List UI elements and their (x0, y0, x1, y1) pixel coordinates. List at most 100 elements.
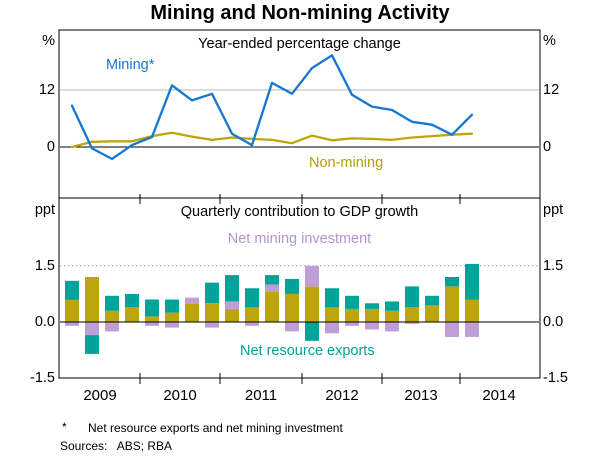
x-label-2014: 2014 (482, 387, 516, 404)
bar-segment-net_mining_investment (385, 322, 399, 332)
bar-segment-net_resource_exports (145, 299, 159, 317)
footnote-marker: * (62, 420, 67, 434)
bar-segment-net_mining_investment (325, 322, 339, 334)
y-tick-neg1-5-left: -1.5 (30, 370, 55, 386)
bar-segment-net_mining_investment (445, 322, 459, 337)
y-tick-0-left: 0 (46, 139, 55, 155)
line-mining_line (70, 54, 474, 161)
bar-segment-net_mining_investment (85, 322, 99, 336)
non-mining-series-label: Non-mining (309, 155, 384, 171)
y-tick-0-0-right: 0.0 (543, 314, 564, 330)
bar-segment-net_resource_exports (345, 295, 359, 309)
bar-segment-non_mining (305, 286, 319, 322)
y-unit-bottom-left: ppt (34, 202, 55, 218)
bar-segment-non_mining (285, 293, 299, 322)
bar-segment-net_mining_investment (245, 322, 259, 326)
y-tick-12-left: 12 (38, 82, 55, 98)
y-tick-1-5-left: 1.5 (34, 258, 55, 274)
bar-segment-net_resource_exports (245, 288, 259, 308)
bar-segment-non_mining (145, 316, 159, 322)
bar-segment-non_mining (125, 307, 139, 322)
bar-segment-non_mining (225, 308, 239, 322)
bar-segment-non_mining (465, 299, 479, 322)
bar-segment-non_mining (265, 292, 279, 322)
y-tick-1-5-right: 1.5 (543, 258, 564, 274)
bar-segment-net_resource_exports (125, 293, 139, 307)
bar-segment-non_mining (105, 310, 119, 323)
bar-segment-net_mining_investment (205, 322, 219, 328)
y-unit-top-left: % (42, 33, 55, 49)
chart-title: Mining and Non-mining Activity (150, 2, 450, 24)
bar-segment-net_mining_investment (65, 322, 79, 326)
bar-segment-net_resource_exports (225, 275, 239, 302)
bar-segment-net_resource_exports (365, 303, 379, 309)
y-unit-bottom-right: ppt (543, 202, 564, 218)
bar-segment-net_mining_investment (405, 322, 419, 324)
bar-segment-net_mining_investment (285, 322, 299, 332)
y-tick-neg1-5-right: -1.5 (543, 370, 568, 386)
line-non_mining (70, 131, 474, 149)
bar-segment-non_mining (405, 307, 419, 322)
bar-segment-net_mining_investment (465, 322, 479, 337)
x-ticks (139, 194, 461, 384)
x-label-2010: 2010 (163, 387, 197, 404)
bar-segment-net_resource_exports (385, 301, 399, 311)
bar-segment-non_mining (345, 308, 359, 322)
bar-segment-net_mining_investment (265, 284, 279, 292)
bar-segment-net_resource_exports (285, 278, 299, 294)
bar-segment-net_resource_exports (65, 280, 79, 300)
net-mining-investment-label: Net mining investment (227, 231, 372, 247)
bar-segment-net_resource_exports (265, 275, 279, 285)
bar-segment-net_resource_exports (165, 299, 179, 313)
bar-segment-non_mining (365, 308, 379, 322)
bar-segment-net_resource_exports (325, 288, 339, 308)
bottom-panel-border (58, 197, 541, 379)
y-tick-12-right: 12 (543, 82, 560, 98)
top-panel-subtitle: Year-ended percentage change (198, 36, 401, 52)
bar-segment-net_mining_investment (305, 265, 319, 287)
bottom-panel-subtitle: Quarterly contribution to GDP growth (180, 204, 419, 220)
bar-segment-net_mining_investment (225, 301, 239, 309)
bar-segment-net_mining_investment (345, 322, 359, 326)
bar-segment-net_mining_investment (185, 297, 199, 304)
top-panel-border (58, 29, 541, 199)
bar-segment-non_mining (385, 310, 399, 323)
sources-line: Sources: ABS; RBA (60, 439, 173, 453)
axes (58, 29, 541, 384)
net-resource-exports-label: Net resource exports (240, 343, 375, 359)
bar-segment-non_mining (185, 303, 199, 323)
bar-segment-non_mining (325, 307, 339, 322)
footnote-text: Net resource exports and net mining inve… (88, 421, 343, 435)
bar-segment-net_resource_exports (105, 295, 119, 311)
mining-series-label: Mining* (106, 57, 155, 73)
bar-segment-non_mining (65, 299, 79, 322)
bar-segment-non_mining (165, 312, 179, 322)
line-series (70, 54, 474, 161)
y-tick-0-right: 0 (543, 139, 552, 155)
stacked-bars (65, 263, 479, 354)
x-label-2009: 2009 (83, 387, 117, 404)
bar-segment-net_resource_exports (465, 263, 479, 300)
bar-segment-net_resource_exports (425, 295, 439, 306)
bar-segment-net_mining_investment (365, 322, 379, 330)
bar-segment-net_resource_exports (445, 277, 459, 287)
bar-segment-net_mining_investment (165, 322, 179, 328)
bar-segment-non_mining (85, 277, 99, 322)
x-label-2012: 2012 (325, 387, 359, 404)
bar-segment-net_resource_exports (305, 322, 319, 341)
y-tick-0-0-left: 0.0 (34, 314, 55, 330)
bar-segment-net_resource_exports (405, 286, 419, 307)
x-label-2013: 2013 (404, 387, 438, 404)
bar-segment-net_mining_investment (105, 322, 119, 332)
bar-segment-non_mining (245, 307, 259, 322)
y-unit-top-right: % (543, 33, 556, 49)
bar-segment-net_resource_exports (205, 282, 219, 304)
bar-segment-net_resource_exports (85, 335, 99, 354)
bar-segment-net_mining_investment (145, 322, 159, 326)
x-label-2011: 2011 (244, 387, 278, 404)
bar-segment-non_mining (425, 305, 439, 322)
bar-segment-non_mining (205, 303, 219, 323)
bar-segment-non_mining (445, 286, 459, 322)
